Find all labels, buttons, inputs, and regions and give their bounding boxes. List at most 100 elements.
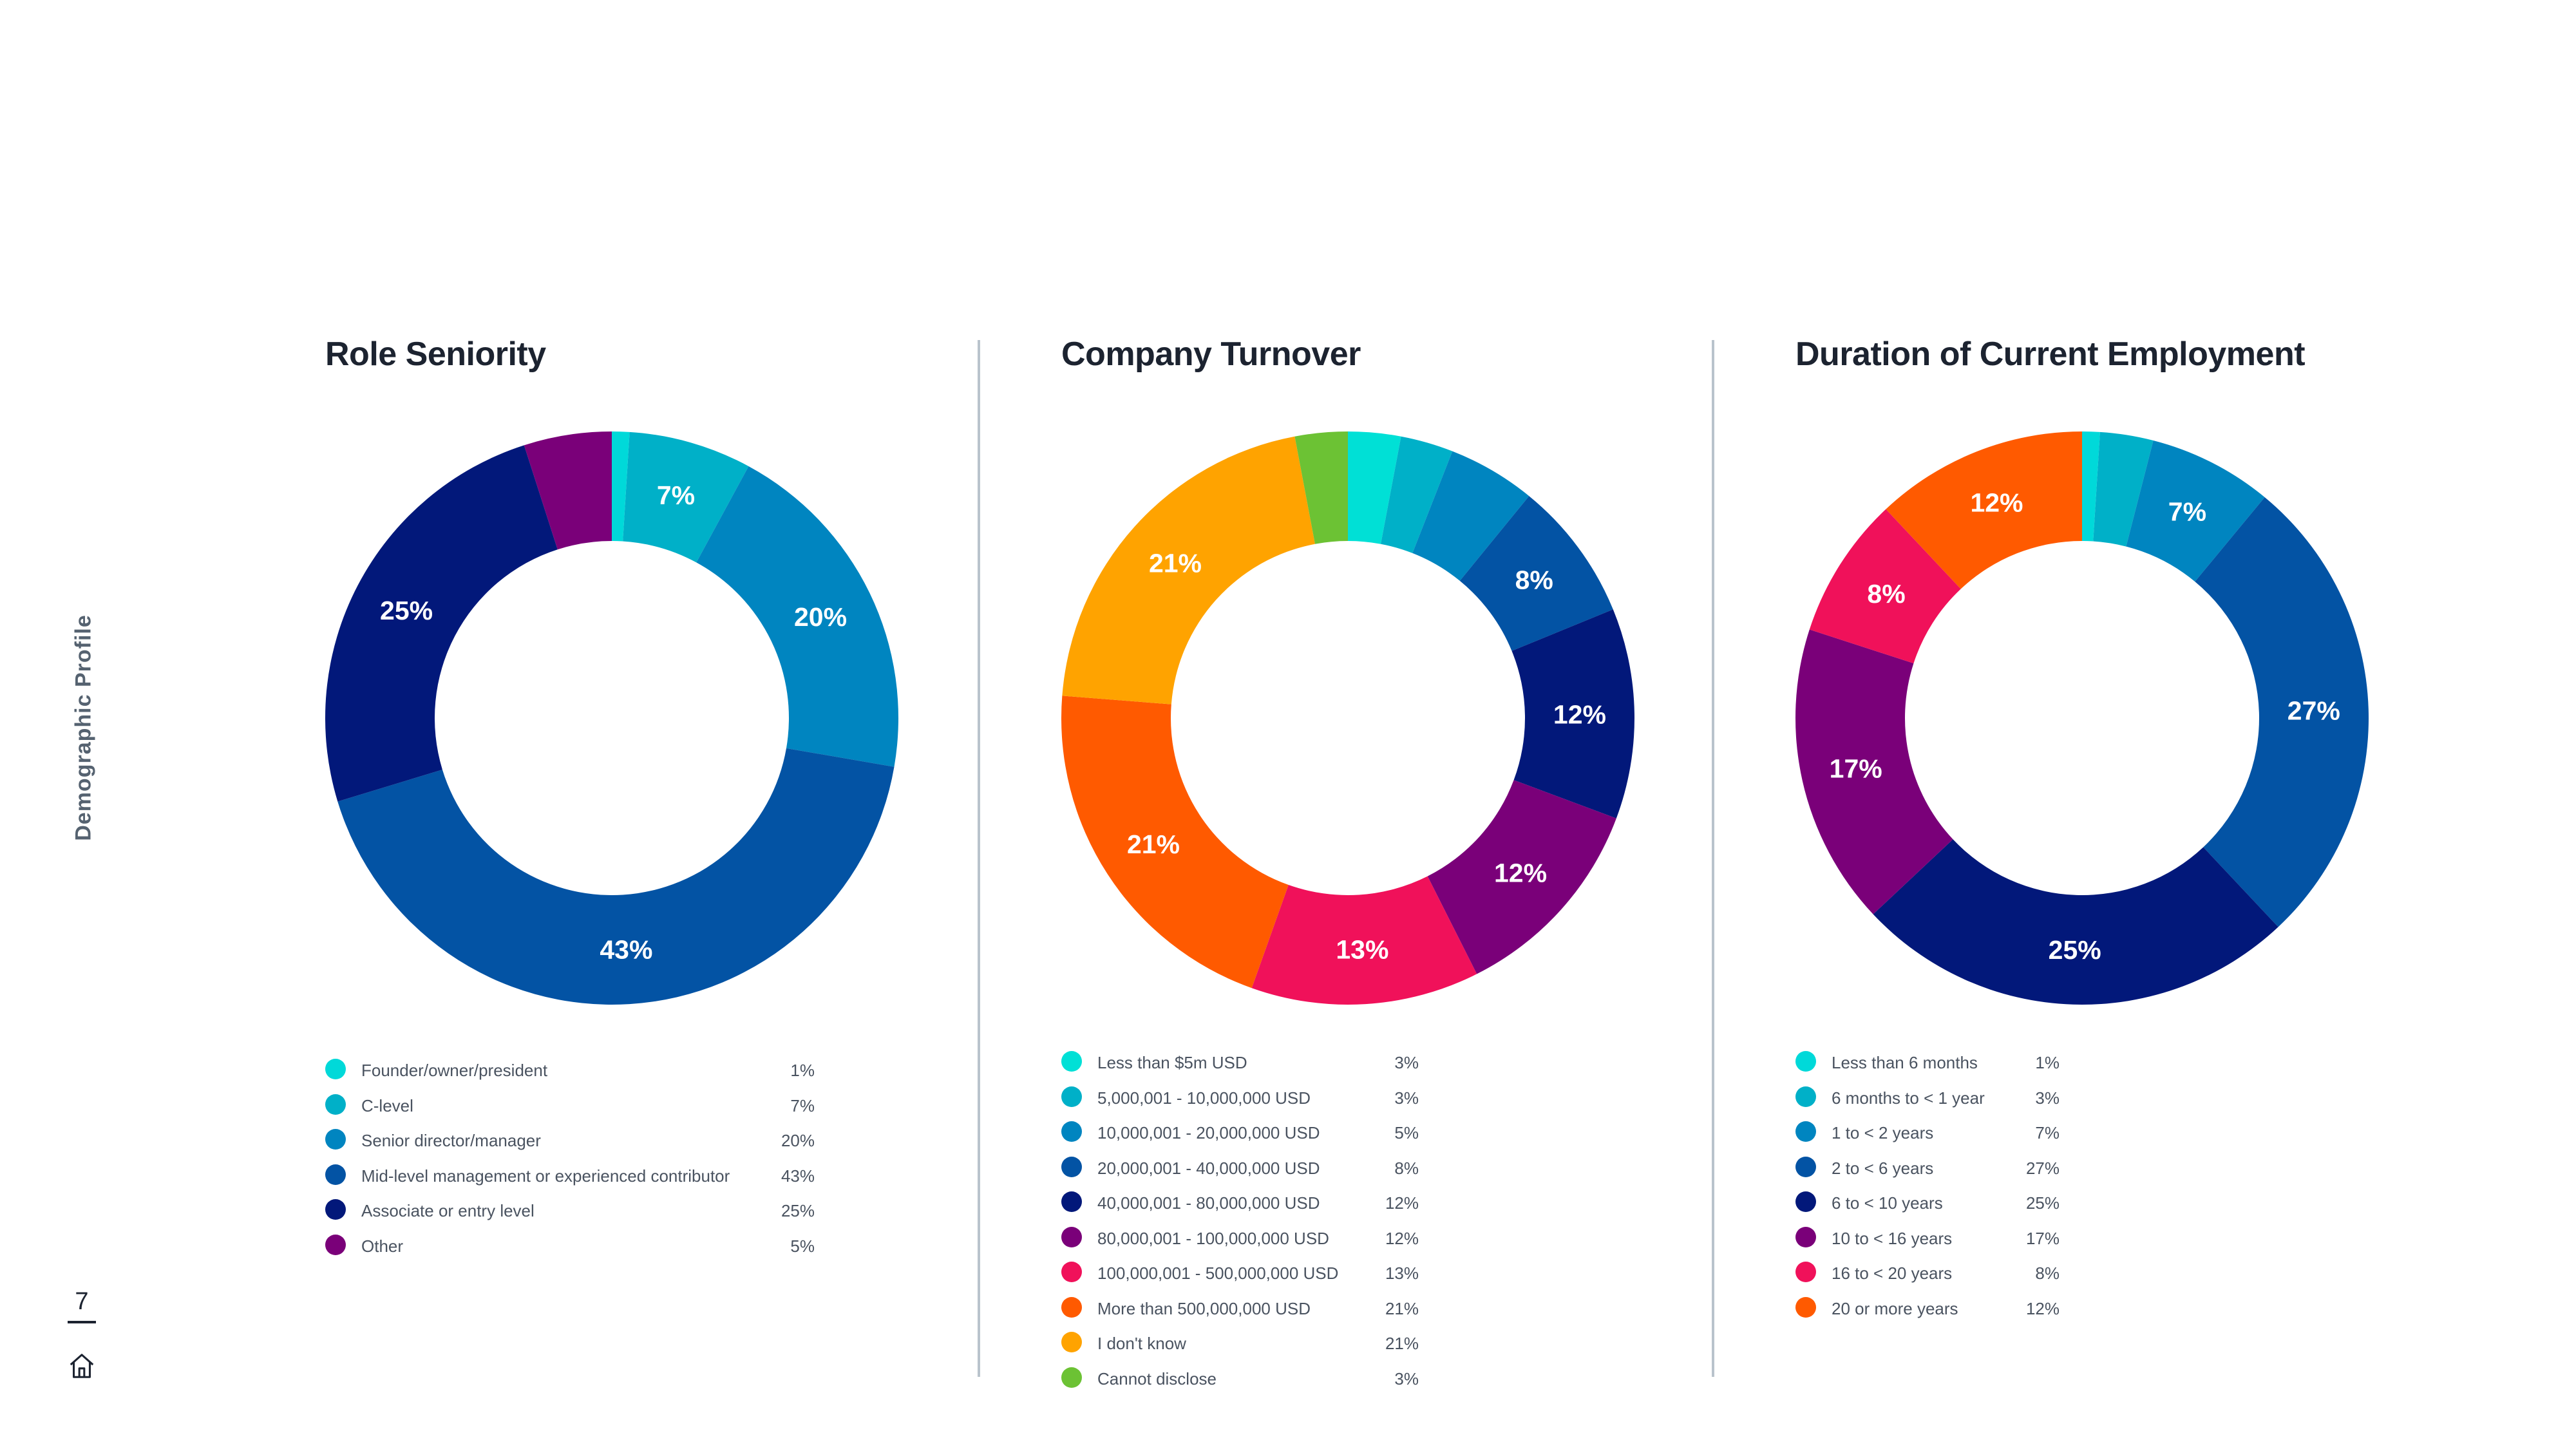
legend-swatch [1795,1226,1816,1247]
legend-value: 7% [2035,1123,2060,1142]
legend-label: C-level [361,1095,413,1115]
legend-label: More than 500,000,000 USD [1097,1298,1311,1318]
legend-swatch [1061,1086,1082,1107]
chart-legend: Less than 6 months 1% 6 months to < 1 year… [1795,1048,2060,1329]
home-icon[interactable] [67,1351,97,1381]
slice-data-label: 17% [1830,754,1882,784]
legend-swatch [1061,1156,1082,1177]
donut-slice-cannot-disclose [1294,431,1348,544]
donut-slice-associate-or-entry-level [325,445,558,802]
slice-data-label: 12% [1970,488,2023,517]
legend-swatch [1795,1262,1816,1282]
legend-item: Less than $5m USD 3% [1061,1048,1419,1084]
chart-panel-employment-duration: Duration of Current Employment 7% 27% 25% 1… [1795,335,2439,1385]
legend-item: 16 to < 20 years 8% [1795,1259,2060,1294]
legend-item: 80,000,001 - 100,000,000 USD 12% [1061,1224,1419,1260]
legend-value: 12% [1385,1228,1419,1248]
donut-slice-5-000-001-10-000-000-usd [1381,436,1453,553]
legend-label: Mid-level management or experienced cont… [361,1166,730,1186]
legend-swatch [1795,1121,1816,1142]
legend-value: 3% [2035,1088,2060,1108]
legend-label: 20,000,001 - 40,000,000 USD [1097,1158,1320,1178]
page-number: 7 [68,1288,96,1323]
legend-value: 27% [2025,1158,2060,1178]
chart-title: Role Seniority [325,336,546,373]
legend-value: 7% [790,1095,815,1115]
legend-item: 5,000,001 - 10,000,000 USD 3% [1061,1084,1419,1119]
legend-label: 80,000,001 - 100,000,000 USD [1097,1228,1329,1248]
legend-item: 40,000,001 - 80,000,000 USD 12% [1061,1189,1419,1224]
legend-value: 12% [2025,1298,2060,1318]
legend-value: 3% [1394,1053,1419,1072]
legend-label: 20 or more years [1832,1298,1958,1318]
donut-slice-16-to-20-years [1809,509,1961,664]
legend-swatch [1061,1262,1082,1282]
legend-item: Associate or entry level 25% [325,1197,815,1232]
legend-label: 6 months to < 1 year [1832,1088,1985,1108]
legend-swatch [1061,1296,1082,1318]
legend-label: Less than 6 months [1832,1053,1978,1072]
slice-data-label: 20% [794,602,847,632]
legend-item: 100,000,001 - 500,000,000 USD 13% [1061,1259,1419,1294]
donut-slice-founder-owner-president [612,431,630,542]
legend-item: 20,000,001 - 40,000,000 USD 8% [1061,1154,1419,1189]
legend-value: 3% [1394,1088,1419,1108]
donut-chart: 7% 20% 43% 25% [325,431,898,1005]
legend-value: 25% [2025,1193,2060,1213]
donut-slice-20-or-more-years [1886,431,2082,589]
legend-item: Mid-level management or experienced cont… [325,1162,815,1197]
legend-item: 20 or more years 12% [1795,1294,2060,1330]
panel-divider [1712,340,1714,1377]
legend-label: Other [361,1236,404,1256]
slice-data-label: 7% [2168,497,2206,526]
legend-label: Founder/owner/president [361,1061,548,1080]
legend-item: Cannot disclose 3% [1061,1365,1419,1400]
section-label: Demographic Profile [71,614,96,841]
chart-panel-role-seniority: Role Seniority 7% 20% 43% 25% Founder/owner… [325,335,969,1385]
legend-swatch [1795,1086,1816,1107]
legend-label: Associate or entry level [361,1201,535,1220]
legend-swatch [325,1199,346,1220]
legend-swatch [1795,1296,1816,1318]
donut-slice-6-months-to-1-year [2093,431,2154,547]
donut-slice-40-000-001-80-000-000-usd [1511,609,1634,819]
slice-data-label: 12% [1553,699,1606,729]
legend-label: 10,000,001 - 20,000,000 USD [1097,1123,1320,1142]
donut-slice-10-000-001-20-000-000-usd [1412,451,1530,581]
legend-swatch [1795,1051,1816,1072]
donut-slice-more-than-500-000-000-usd [1061,696,1289,989]
legend-item: C-level 7% [325,1092,815,1127]
donut-slice-80-000-001-100-000-000-usd [1427,780,1616,974]
legend-swatch [1061,1121,1082,1142]
legend-label: Less than $5m USD [1097,1053,1247,1072]
donut-slice-2-to-6-years [2195,497,2369,927]
chart-title: Duration of Current Employment [1795,336,2306,373]
slice-data-label: 25% [380,596,433,625]
donut-slice-1-to-2-years [2126,440,2265,582]
legend-value: 5% [1394,1123,1419,1142]
legend-swatch [1795,1191,1816,1212]
legend-item: Senior director/manager 20% [325,1126,815,1162]
slice-data-label: 43% [600,934,652,964]
slice-data-label: 25% [2049,935,2101,965]
legend-swatch [1061,1332,1082,1352]
legend-value: 25% [781,1201,815,1220]
slice-data-label: 12% [1494,858,1547,887]
legend-label: 40,000,001 - 80,000,000 USD [1097,1193,1320,1213]
legend-swatch [1061,1191,1082,1212]
donut-slice-other [524,431,612,550]
slice-data-label: 13% [1336,934,1388,964]
donut-slice-10-to-16-years [1795,629,1953,914]
legend-swatch [325,1094,346,1115]
legend-label: 16 to < 20 years [1832,1264,1953,1283]
legend-label: 1 to < 2 years [1832,1123,1934,1142]
legend-label: 2 to < 6 years [1832,1158,1934,1178]
legend-value: 1% [2035,1053,2060,1072]
legend-item: 6 months to < 1 year 3% [1795,1084,2060,1119]
slice-data-label: 7% [657,480,695,510]
legend-value: 1% [790,1061,815,1080]
legend-item: 1 to < 2 years 7% [1795,1119,2060,1154]
legend-label: Cannot disclose [1097,1368,1217,1388]
slice-data-label: 8% [1867,579,1905,609]
legend-label: 10 to < 16 years [1832,1228,1953,1248]
